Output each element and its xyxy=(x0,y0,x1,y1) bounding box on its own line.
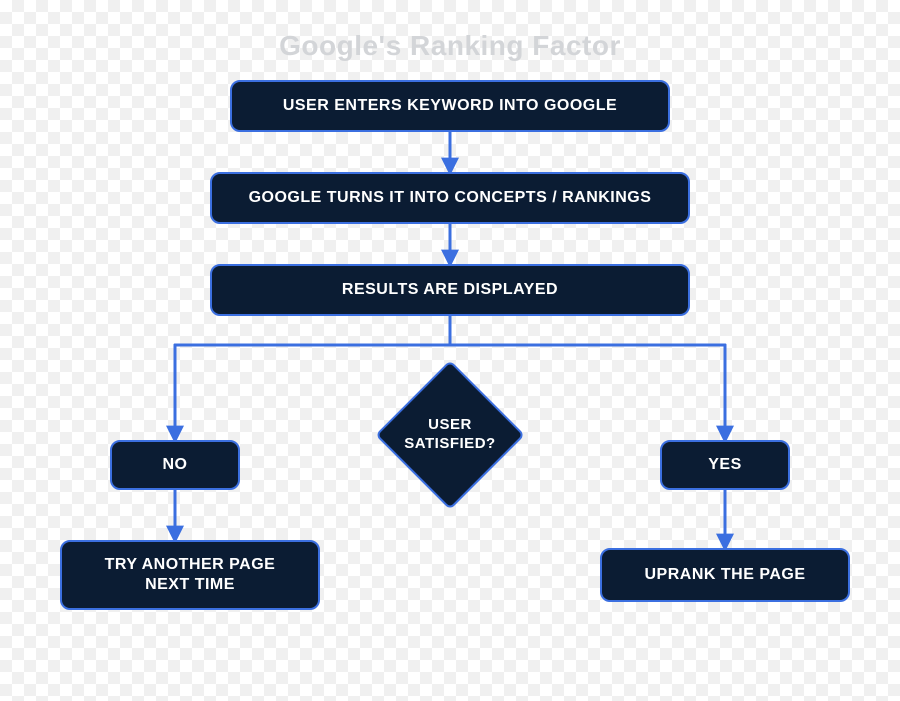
node-noF: TRY ANOTHER PAGE NEXT TIME xyxy=(60,540,320,610)
node-n1: USER ENTERS KEYWORD INTO GOOGLE xyxy=(230,80,670,132)
node-n3: RESULTS ARE DISPLAYED xyxy=(210,264,690,316)
node-yes: YES xyxy=(660,440,790,490)
diagram-stage: Google's Ranking Factor USER ENTERS KEYW… xyxy=(0,0,900,701)
node-yesF: UPRANK THE PAGE xyxy=(600,548,850,602)
node-n2: GOOGLE TURNS IT INTO CONCEPTS / RANKINGS xyxy=(210,172,690,224)
decision-d1: USER SATISFIED? xyxy=(375,360,525,510)
node-no: NO xyxy=(110,440,240,490)
decision-label: USER SATISFIED? xyxy=(375,360,525,510)
